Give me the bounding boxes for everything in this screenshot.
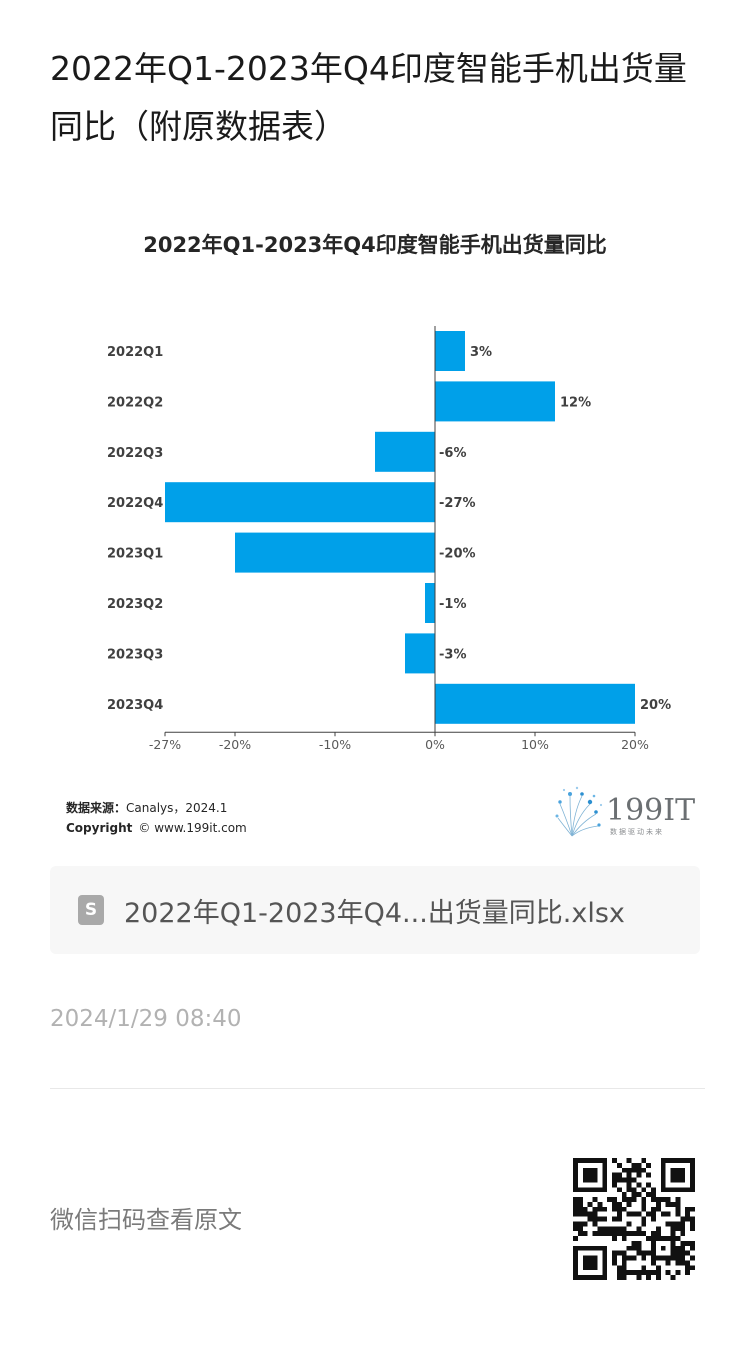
logo-199it: 199IT 数据驱动未来 bbox=[555, 786, 695, 837]
x-tick-label: -27% bbox=[149, 737, 181, 752]
data-label: -3% bbox=[439, 647, 466, 662]
bar-2022Q2 bbox=[435, 381, 555, 422]
data-label: 3% bbox=[470, 345, 492, 360]
bar-chart: 2022年Q1-2023年Q4印度智能手机出货量同比 2022Q1 3% 2022Q… bbox=[66, 233, 695, 837]
x-tick-label: 20% bbox=[621, 737, 649, 752]
category-label: 2023Q4 bbox=[107, 698, 163, 713]
x-tick-label: -20% bbox=[219, 737, 251, 752]
logo-text: 199IT bbox=[606, 793, 695, 828]
qr-code bbox=[573, 1158, 695, 1280]
logo-subtext: 数据驱动未来 bbox=[610, 827, 664, 836]
bar-2022Q4 bbox=[165, 482, 435, 523]
bar-2023Q4 bbox=[435, 683, 635, 724]
category-label: 2022Q1 bbox=[107, 345, 163, 360]
copyright-line: Copyright © www.199it.com bbox=[66, 821, 247, 835]
divider bbox=[50, 1088, 705, 1089]
chart-image: 2022年Q1-2023年Q4印度智能手机出货量同比 2022Q1 3% 2022Q… bbox=[50, 200, 700, 850]
category-label: 2023Q3 bbox=[107, 647, 163, 662]
file-icon-letter: S bbox=[84, 900, 98, 920]
spreadsheet-file-icon: S bbox=[78, 895, 104, 925]
bar-2022Q1 bbox=[435, 331, 465, 371]
data-label: -1% bbox=[439, 597, 466, 612]
category-label: 2022Q2 bbox=[107, 395, 163, 410]
dandelion-icon bbox=[555, 786, 603, 837]
category-label: 2022Q4 bbox=[107, 496, 163, 511]
data-label: 12% bbox=[560, 395, 591, 410]
category-label: 2022Q3 bbox=[107, 446, 163, 461]
data-label: -6% bbox=[439, 446, 466, 461]
source-line: 数据来源：Canalys，2024.1 bbox=[66, 800, 227, 815]
data-label: 20% bbox=[640, 698, 671, 713]
bar-2022Q3 bbox=[375, 431, 435, 472]
article-title: 2022年Q1-2023年Q4印度智能手机出货量同比（附原数据表） bbox=[50, 49, 687, 146]
publish-timestamp: 2024/1/29 08:40 bbox=[50, 1006, 242, 1032]
x-tick-label: -10% bbox=[319, 737, 351, 752]
copyright-label: Copyright bbox=[66, 821, 133, 835]
data-label: -27% bbox=[439, 496, 476, 511]
x-tick-label: 10% bbox=[521, 737, 549, 752]
attachment-file-name[interactable]: 2022年Q1-2023年Q4...出货量同比.xlsx bbox=[124, 897, 625, 929]
attachment-file[interactable]: S 2022年Q1-2023年Q4...出货量同比.xlsx bbox=[50, 866, 700, 954]
copyright-value: © www.199it.com bbox=[138, 821, 246, 835]
category-label: 2023Q1 bbox=[107, 547, 163, 562]
wechat-view-original[interactable]: 微信扫码查看原文 bbox=[50, 1206, 242, 1234]
x-tick-label: 0% bbox=[425, 737, 445, 752]
category-label: 2023Q2 bbox=[107, 597, 163, 612]
chart-title: 2022年Q1-2023年Q4印度智能手机出货量同比 bbox=[143, 233, 607, 257]
bar-2023Q3 bbox=[405, 633, 435, 674]
source-value: Canalys，2024.1 bbox=[126, 801, 227, 815]
bar-2023Q2 bbox=[425, 583, 435, 623]
data-label: -20% bbox=[439, 547, 476, 562]
source-label: 数据来源： bbox=[66, 800, 126, 815]
bar-2023Q1 bbox=[235, 532, 435, 573]
